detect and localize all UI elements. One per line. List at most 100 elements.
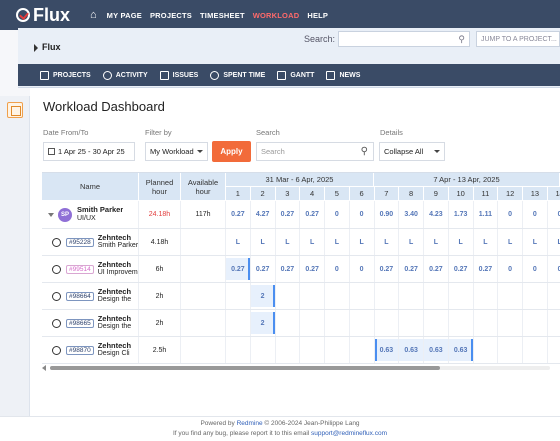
day-hours-cell[interactable]	[424, 310, 449, 336]
day-hours-cell[interactable]: 4.23	[424, 201, 449, 228]
day-hours-cell[interactable]	[226, 337, 251, 363]
day-hours-cell[interactable]: 0	[350, 201, 375, 228]
day-hours-cell[interactable]: 0	[498, 201, 523, 228]
scroll-thumb[interactable]	[50, 366, 440, 370]
day-hours-cell[interactable]: 2	[251, 283, 276, 309]
user-row[interactable]: SP Smith Parker UI/UX 24.18h 117h 0.27 4.27…	[42, 201, 560, 229]
issue-id-link[interactable]: #98665	[66, 318, 94, 328]
day-hours-cell[interactable]: L	[300, 229, 325, 255]
day-hours-cell[interactable]: 0.90	[375, 201, 400, 228]
day-hours-cell[interactable]	[399, 310, 424, 336]
nav-timesheet[interactable]: TIMESHEET	[200, 10, 245, 20]
issue-id-link[interactable]: #99514	[66, 264, 94, 274]
day-hours-cell[interactable]	[498, 310, 523, 336]
day-hours-cell[interactable]: 1.11	[474, 201, 499, 228]
day-hours-cell[interactable]: 0.27	[399, 256, 424, 282]
redmine-link[interactable]: Redmine	[236, 420, 263, 427]
day-hours-cell[interactable]	[548, 310, 560, 336]
day-hours-cell[interactable]: 0.27	[226, 201, 251, 228]
day-hours-cell[interactable]	[276, 310, 301, 336]
jump-to-project-select[interactable]: JUMP TO A PROJECT...	[476, 31, 560, 47]
day-hours-cell[interactable]: L	[350, 229, 375, 255]
day-hours-cell[interactable]: 2	[251, 310, 276, 336]
nav-workload[interactable]: WORKLOAD	[252, 10, 300, 20]
day-hours-cell[interactable]	[300, 310, 325, 336]
day-hours-cell[interactable]	[300, 283, 325, 309]
day-hours-cell[interactable]: 0.27	[375, 256, 400, 282]
day-hours-cell[interactable]	[325, 283, 350, 309]
menu-spent-time[interactable]: SPENT TIME	[210, 70, 265, 80]
day-hours-cell[interactable]: 0	[548, 201, 560, 228]
collapse-icon[interactable]	[48, 212, 54, 217]
details-select[interactable]: Collapse All	[379, 142, 445, 161]
horizontal-scrollbar[interactable]	[42, 364, 560, 372]
workload-search-input[interactable]: Search ⚲	[256, 142, 374, 161]
day-hours-cell[interactable]: 3.40	[399, 201, 424, 228]
day-hours-cell[interactable]: L	[399, 229, 424, 255]
day-hours-cell[interactable]: 0	[350, 256, 375, 282]
workload-calendar-icon[interactable]	[7, 102, 23, 118]
day-hours-cell[interactable]	[350, 337, 375, 363]
day-hours-cell[interactable]: L	[424, 229, 449, 255]
search-icon[interactable]: ⚲	[458, 34, 465, 44]
day-hours-cell[interactable]: 0.27	[300, 201, 325, 228]
day-hours-cell[interactable]	[325, 337, 350, 363]
day-hours-cell[interactable]	[474, 283, 499, 309]
home-icon[interactable]: ⌂	[90, 9, 97, 21]
day-hours-cell[interactable]: 0	[548, 256, 560, 282]
task-row[interactable]: #98664 Zehntech Design the 2h 2	[42, 283, 560, 310]
day-hours-cell[interactable]: 0.27	[300, 256, 325, 282]
day-hours-cell[interactable]: 0.63	[424, 337, 449, 363]
day-hours-cell[interactable]	[498, 283, 523, 309]
day-hours-cell[interactable]	[474, 310, 499, 336]
date-range-picker[interactable]: 1 Apr 25 - 30 Apr 25	[43, 142, 135, 161]
day-hours-cell[interactable]: 0.63	[375, 337, 400, 363]
search-icon[interactable]: ⚲	[360, 146, 368, 157]
filter-by-select[interactable]: My Workload	[145, 142, 208, 161]
support-email-link[interactable]: support@redmineflux.com	[311, 430, 387, 437]
issue-id-link[interactable]: #98870	[66, 345, 94, 355]
day-hours-cell[interactable]	[226, 310, 251, 336]
day-hours-cell[interactable]: 1.73	[449, 201, 474, 228]
day-hours-cell[interactable]: 0.27	[226, 256, 251, 282]
menu-gantt[interactable]: GANTT	[277, 70, 314, 80]
task-row[interactable]: #98665 Zehntech Design the 2h 2	[42, 310, 560, 337]
day-hours-cell[interactable]	[548, 283, 560, 309]
day-hours-cell[interactable]: L	[276, 229, 301, 255]
day-hours-cell[interactable]	[523, 310, 548, 336]
day-hours-cell[interactable]	[548, 337, 560, 363]
day-hours-cell[interactable]	[523, 283, 548, 309]
task-row[interactable]: #98870 Zehntech Design Cli 2.5h 0.63 0.63 0…	[42, 337, 560, 364]
menu-projects[interactable]: PROJECTS	[40, 70, 91, 80]
day-hours-cell[interactable]: L	[226, 229, 251, 255]
day-hours-cell[interactable]	[350, 283, 375, 309]
nav-help[interactable]: HELP	[307, 10, 329, 20]
day-hours-cell[interactable]: 4.27	[251, 201, 276, 228]
day-hours-cell[interactable]	[276, 337, 301, 363]
day-hours-cell[interactable]	[498, 337, 523, 363]
day-hours-cell[interactable]: 0	[325, 256, 350, 282]
day-hours-cell[interactable]	[350, 310, 375, 336]
nav-my-page[interactable]: MY PAGE	[106, 10, 142, 20]
day-hours-cell[interactable]: L	[251, 229, 276, 255]
day-hours-cell[interactable]	[276, 283, 301, 309]
day-hours-cell[interactable]: 0.63	[399, 337, 424, 363]
day-hours-cell[interactable]: L	[325, 229, 350, 255]
issue-id-link[interactable]: #98664	[66, 291, 94, 301]
scroll-left-icon[interactable]	[42, 365, 46, 371]
day-hours-cell[interactable]: 0	[498, 256, 523, 282]
day-hours-cell[interactable]: 0.63	[449, 337, 474, 363]
menu-activity[interactable]: ACTIVITY	[102, 70, 148, 80]
day-hours-cell[interactable]	[449, 310, 474, 336]
day-hours-cell[interactable]	[523, 337, 548, 363]
day-hours-cell[interactable]	[474, 337, 499, 363]
day-hours-cell[interactable]: L	[548, 229, 560, 255]
day-hours-cell[interactable]: 0	[523, 201, 548, 228]
day-hours-cell[interactable]: 0.27	[276, 256, 301, 282]
day-hours-cell[interactable]: L	[498, 229, 523, 255]
menu-issues[interactable]: ISSUES	[159, 70, 198, 80]
header-search-input[interactable]: ⚲	[338, 31, 470, 47]
day-hours-cell[interactable]: 0	[523, 256, 548, 282]
